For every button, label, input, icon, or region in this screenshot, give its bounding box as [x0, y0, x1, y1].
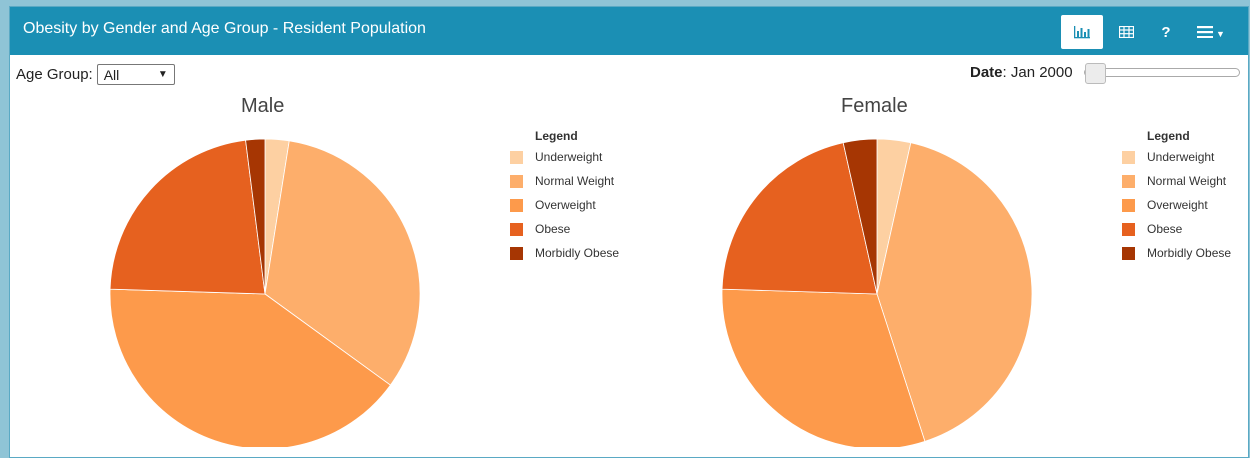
legend-swatch: [510, 222, 523, 236]
pie-slice-overweight[interactable]: [109, 288, 391, 447]
legend-item[interactable]: Normal Weight: [510, 169, 619, 193]
date-label: Date: [970, 64, 1003, 81]
legend-swatch: [510, 174, 523, 188]
chart-window: Obesity by Gender and Age Group - Reside…: [9, 6, 1249, 458]
male-pie-chart: [109, 138, 421, 447]
legend-label: Morbidly Obese: [535, 246, 620, 260]
chevron-down-icon: ▼: [1216, 28, 1225, 39]
legend-swatch: [1122, 198, 1135, 212]
chart-view-button[interactable]: [1061, 15, 1103, 49]
pie-slice-overweight[interactable]: [721, 288, 926, 447]
legend-item[interactable]: Morbidly Obese: [510, 241, 619, 265]
legend-label: Obese: [535, 222, 571, 236]
legend-label: Morbidly Obese: [1147, 246, 1232, 260]
female-chart-title: Female: [841, 95, 908, 117]
date-value: : Jan 2000: [1002, 64, 1073, 81]
legend-swatch: [1122, 222, 1135, 236]
legend-item[interactable]: Obese: [1122, 217, 1231, 241]
legend-swatch: [1122, 174, 1135, 188]
menu-button[interactable]: ▼: [1188, 15, 1234, 49]
legend-label: Overweight: [535, 198, 596, 212]
legend-swatch: [1122, 150, 1135, 164]
age-group-filter: Age Group: All ▼: [16, 64, 175, 85]
male-legend: Legend Underweight Normal Weight Overweigh…: [510, 128, 619, 265]
legend-label: Underweight: [535, 150, 603, 164]
date-filter: Date : Jan 2000: [970, 64, 1073, 81]
legend-label: Normal Weight: [1147, 174, 1227, 188]
legend-item[interactable]: Overweight: [1122, 193, 1231, 217]
legend-item[interactable]: Underweight: [1122, 145, 1231, 169]
table-icon: [1118, 26, 1134, 38]
legend-swatch: [510, 198, 523, 212]
legend-label: Underweight: [1147, 150, 1215, 164]
pie-slice-obese[interactable]: [721, 142, 878, 295]
help-label: ?: [1161, 23, 1171, 41]
legend-label: Normal Weight: [535, 174, 615, 188]
date-slider-track[interactable]: [1084, 68, 1240, 77]
legend-item[interactable]: Obese: [510, 217, 619, 241]
age-group-label: Age Group:: [16, 66, 93, 83]
female-pie-chart: [721, 138, 1033, 447]
female-legend: Legend Underweight Normal Weight Overweigh…: [1122, 128, 1231, 265]
dropdown-arrow-icon: ▼: [157, 69, 168, 80]
bar-chart-icon: [1074, 26, 1090, 39]
title-bar: Obesity by Gender and Age Group - Reside…: [10, 7, 1248, 55]
legend-title: Legend: [535, 129, 578, 143]
pie-slice-obese[interactable]: [109, 139, 266, 295]
legend-item[interactable]: Underweight: [510, 145, 619, 169]
pie-slice-morbidly-obese[interactable]: [842, 138, 878, 295]
legend-swatch: [510, 246, 523, 260]
help-button[interactable]: ?: [1148, 15, 1184, 49]
pie-slice-morbidly-obese[interactable]: [245, 138, 266, 295]
pie-slice-normal-weight[interactable]: [876, 142, 1033, 442]
date-slider-handle[interactable]: [1085, 63, 1106, 84]
legend-label: Overweight: [1147, 198, 1208, 212]
pie-slice-normal-weight[interactable]: [264, 140, 421, 386]
legend-item[interactable]: Morbidly Obese: [1122, 241, 1231, 265]
legend-swatch: [1122, 246, 1135, 260]
age-group-value: All: [103, 66, 120, 83]
legend-swatch: [510, 150, 523, 164]
age-group-select[interactable]: All ▼: [96, 64, 175, 85]
legend-item[interactable]: Normal Weight: [1122, 169, 1231, 193]
hamburger-menu-icon: [1197, 26, 1214, 38]
window-title: Obesity by Gender and Age Group - Reside…: [23, 20, 426, 37]
table-view-button[interactable]: [1108, 15, 1144, 49]
legend-label: Obese: [1147, 222, 1183, 236]
legend-item[interactable]: Overweight: [510, 193, 619, 217]
legend-title: Legend: [1147, 129, 1190, 143]
male-chart-title: Male: [241, 95, 285, 117]
